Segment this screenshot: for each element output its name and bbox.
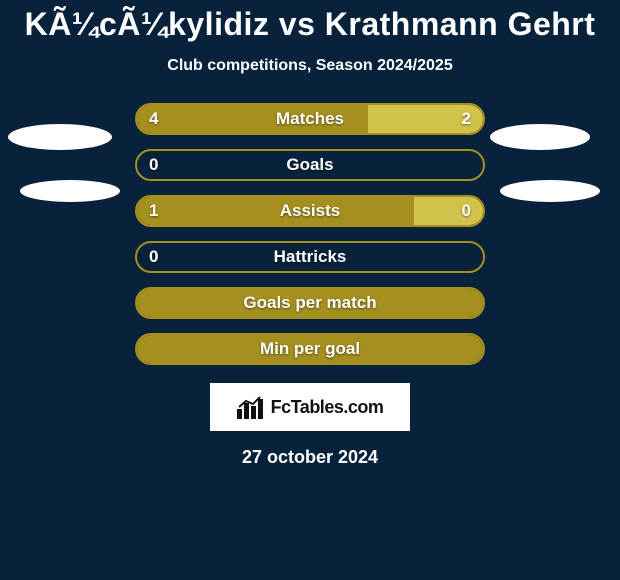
- stat-label: Goals per match: [137, 293, 483, 313]
- logo-box[interactable]: FcTables.com: [210, 383, 410, 431]
- stat-row: Goals per match: [135, 287, 485, 319]
- chart-icon: [237, 395, 265, 419]
- stat-row: 0Goals: [135, 149, 485, 181]
- avatar-placeholder: [8, 124, 112, 150]
- stat-label: Goals: [137, 155, 483, 175]
- logo-text: FcTables.com: [271, 397, 384, 418]
- stat-row: Min per goal: [135, 333, 485, 365]
- page-title: KÃ¼cÃ¼kylidiz vs Krathmann Gehrt: [0, 0, 620, 43]
- stat-label: Min per goal: [137, 339, 483, 359]
- avatar-placeholder: [20, 180, 120, 202]
- stat-row: 10Assists: [135, 195, 485, 227]
- avatar-placeholder: [490, 124, 590, 150]
- stat-label: Matches: [137, 109, 483, 129]
- page-subtitle: Club competitions, Season 2024/2025: [0, 57, 620, 75]
- avatar-placeholder: [500, 180, 600, 202]
- stat-label: Hattricks: [137, 247, 483, 267]
- stat-label: Assists: [137, 201, 483, 221]
- stat-row: 42Matches: [135, 103, 485, 135]
- stat-row: 0Hattricks: [135, 241, 485, 273]
- snapshot-date: 27 october 2024: [0, 447, 620, 468]
